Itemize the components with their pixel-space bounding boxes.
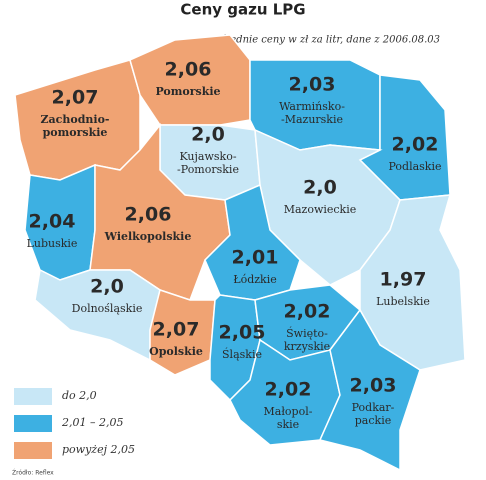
region-value: 2,03 xyxy=(289,74,336,96)
region-name: Wielkopolskie xyxy=(104,230,192,243)
region-value: 2,07 xyxy=(153,319,200,341)
region-value: 2,06 xyxy=(125,204,172,226)
region-name: Śląskie xyxy=(222,347,262,361)
region-name: pomorskie xyxy=(43,126,108,139)
legend-swatch xyxy=(14,415,52,432)
region-name: Małopol- xyxy=(264,405,313,418)
legend-label: do 2,0 xyxy=(62,389,97,402)
region-value: 1,97 xyxy=(380,269,427,291)
title: Ceny gazu LPG xyxy=(180,1,305,19)
region-name: skie xyxy=(277,418,299,431)
region-name: krzyskie xyxy=(284,340,330,353)
region-value: 2,05 xyxy=(219,322,266,344)
region-value: 2,01 xyxy=(232,247,279,269)
region-value: 2,06 xyxy=(165,59,212,81)
legend-swatch xyxy=(14,442,52,459)
region xyxy=(229,338,341,446)
region-name: Dolnośląskie xyxy=(72,302,143,315)
region-name: Lubuskie xyxy=(27,237,78,250)
region-name: Warmińsko- xyxy=(279,100,345,113)
region xyxy=(149,289,216,376)
legend-swatch xyxy=(14,388,52,405)
subtitle: średnie ceny w zł za litr, dane z 2006.0… xyxy=(220,35,440,46)
region-name: Łódzkie xyxy=(233,273,277,286)
region-name: Mazowieckie xyxy=(284,203,357,216)
region-name: Lubelskie xyxy=(376,295,430,308)
source: Źródło: Reflex xyxy=(12,469,54,477)
region-value: 2,02 xyxy=(392,134,439,156)
region-name: Podlaskie xyxy=(388,160,441,173)
region-name: packie xyxy=(355,414,391,427)
region-value: 2,07 xyxy=(52,87,99,109)
region-name: Pomorskie xyxy=(155,85,220,98)
region-value: 2,0 xyxy=(303,177,337,199)
region-value: 2,04 xyxy=(29,211,76,233)
region-name: Podkar- xyxy=(352,401,395,414)
region-value: 2,02 xyxy=(284,301,331,323)
region-value: 2,03 xyxy=(350,375,397,397)
region-value: 2,02 xyxy=(265,379,312,401)
region-name: Opolskie xyxy=(149,345,203,358)
legend-label: 2,01 – 2,05 xyxy=(61,416,123,429)
region-name: -Pomorskie xyxy=(177,163,239,176)
region-name: Święto- xyxy=(286,326,328,340)
region xyxy=(318,308,421,472)
legend-label: powyżej 2,05 xyxy=(62,443,135,456)
region-name: Zachodnio- xyxy=(41,113,110,126)
region-value: 2,0 xyxy=(191,124,225,146)
region-name: -Mazurskie xyxy=(281,113,343,126)
region-name: Kujawsko- xyxy=(179,150,236,163)
region-value: 2,0 xyxy=(90,276,124,298)
